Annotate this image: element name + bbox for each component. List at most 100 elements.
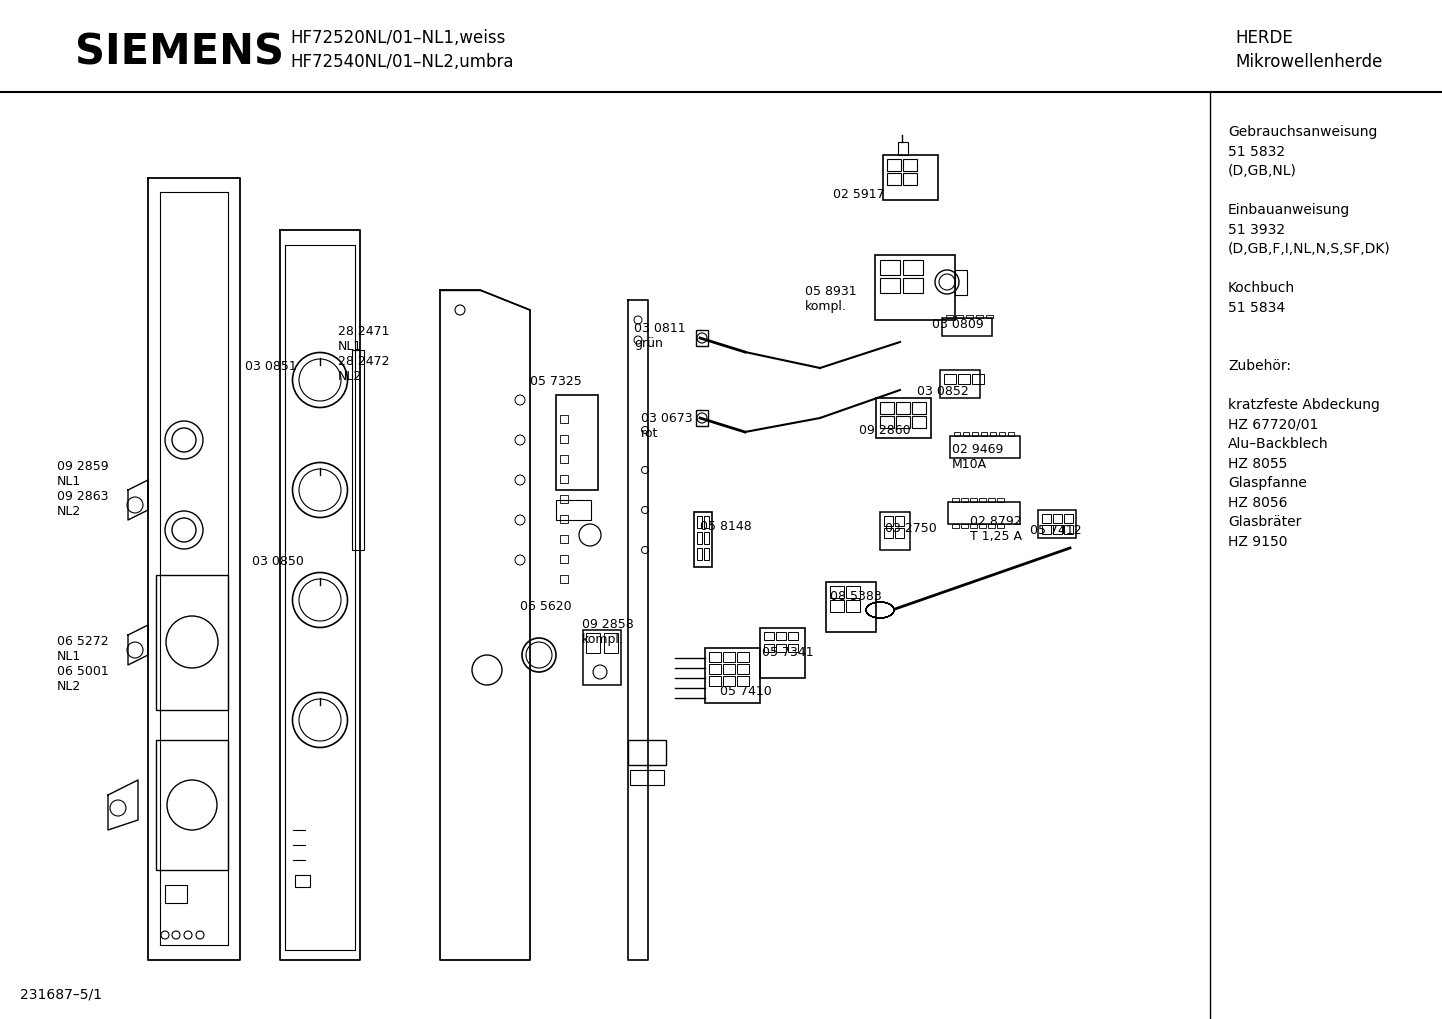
Text: 51 5832: 51 5832	[1229, 145, 1285, 159]
Bar	[709, 664, 721, 674]
Bar	[1064, 514, 1073, 523]
Bar	[846, 600, 859, 612]
Bar	[981, 432, 986, 436]
Bar	[156, 740, 228, 870]
Bar	[831, 600, 844, 612]
Bar	[875, 255, 955, 320]
Bar	[704, 516, 709, 528]
Text: 05 8931
kompl.: 05 8931 kompl.	[805, 285, 857, 313]
Bar	[696, 410, 708, 426]
Bar	[895, 403, 910, 414]
Text: Kochbuch: Kochbuch	[1229, 281, 1295, 294]
Bar	[955, 270, 968, 294]
Polygon shape	[108, 780, 138, 830]
Text: 06 5272
NL1
06 5001
NL2: 06 5272 NL1 06 5001 NL2	[58, 635, 108, 693]
Bar	[988, 524, 995, 528]
Bar	[880, 416, 894, 428]
Bar	[694, 512, 712, 567]
Text: 05 7410: 05 7410	[720, 685, 771, 698]
Polygon shape	[280, 230, 360, 960]
Text: 03 0852: 03 0852	[917, 385, 969, 398]
Bar	[1053, 525, 1061, 534]
Bar	[787, 632, 797, 640]
Bar	[976, 315, 983, 318]
Text: 03 0809: 03 0809	[932, 318, 983, 331]
Bar	[945, 374, 956, 384]
Text: (D,GB,F,I,NL,N,S,SF,DK): (D,GB,F,I,NL,N,S,SF,DK)	[1229, 242, 1390, 256]
Text: 28 2471
NL1
28 2472
NL2: 28 2471 NL1 28 2472 NL2	[337, 325, 389, 383]
Bar	[1043, 525, 1051, 534]
Text: 05 7412: 05 7412	[1030, 524, 1082, 537]
Bar	[559, 415, 568, 423]
Bar	[826, 582, 875, 632]
Text: Glasbräter: Glasbräter	[1229, 515, 1301, 529]
Bar	[1064, 525, 1073, 534]
Bar	[709, 652, 721, 662]
Bar	[846, 586, 859, 598]
Bar	[970, 524, 978, 528]
Bar	[585, 633, 600, 653]
Bar	[764, 644, 774, 652]
Bar	[947, 502, 1019, 524]
Text: 05 7341: 05 7341	[761, 646, 813, 659]
Bar	[955, 432, 960, 436]
Bar	[966, 315, 973, 318]
Bar	[557, 395, 598, 490]
Bar	[903, 173, 917, 185]
Bar	[880, 260, 900, 275]
Bar	[970, 498, 978, 502]
Bar	[559, 555, 568, 564]
Text: HZ 67720/01: HZ 67720/01	[1229, 418, 1318, 431]
Bar	[940, 370, 981, 398]
Bar	[952, 498, 959, 502]
Text: 05 8148: 05 8148	[699, 520, 751, 533]
Bar	[696, 548, 702, 560]
Bar	[1038, 510, 1076, 538]
Text: 08 5383: 08 5383	[831, 590, 881, 603]
Text: 06 5620: 06 5620	[521, 600, 571, 613]
Bar	[911, 416, 926, 428]
Text: 02 8792
T 1,25 A: 02 8792 T 1,25 A	[970, 515, 1022, 543]
Text: HZ 8056: HZ 8056	[1229, 495, 1288, 510]
Bar	[557, 500, 591, 520]
Text: 51 3932: 51 3932	[1229, 222, 1285, 236]
Bar	[903, 278, 923, 293]
Bar	[986, 315, 994, 318]
Bar	[895, 528, 904, 538]
Bar	[875, 398, 932, 438]
Bar	[722, 652, 735, 662]
Bar	[996, 498, 1004, 502]
Bar	[559, 435, 568, 443]
Text: HZ 8055: HZ 8055	[1229, 457, 1288, 471]
Bar	[705, 648, 760, 703]
Text: 03 0850: 03 0850	[252, 555, 304, 568]
Text: 05 7325: 05 7325	[531, 375, 581, 388]
Bar	[979, 524, 986, 528]
Bar	[979, 498, 986, 502]
Bar	[887, 173, 901, 185]
Bar	[950, 436, 1019, 458]
Bar	[946, 315, 953, 318]
Bar	[722, 676, 735, 686]
Bar	[296, 875, 310, 887]
Bar	[880, 512, 910, 550]
Bar	[960, 498, 968, 502]
Bar	[559, 455, 568, 463]
Text: 51 5834: 51 5834	[1229, 301, 1285, 315]
Text: kratzfeste Abdeckung: kratzfeste Abdeckung	[1229, 398, 1380, 412]
Bar	[911, 403, 926, 414]
Bar	[895, 416, 910, 428]
Bar	[884, 516, 893, 526]
Bar	[898, 142, 908, 155]
Bar	[722, 664, 735, 674]
Bar	[696, 532, 702, 544]
Text: 03 0851: 03 0851	[245, 360, 297, 373]
Bar	[963, 432, 969, 436]
Bar	[1043, 514, 1051, 523]
Text: SIEMENS: SIEMENS	[75, 31, 284, 73]
Bar	[991, 432, 996, 436]
Text: HZ 9150: HZ 9150	[1229, 535, 1288, 548]
Text: Glaspfanne: Glaspfanne	[1229, 476, 1306, 490]
Bar	[704, 532, 709, 544]
Bar	[583, 630, 622, 685]
